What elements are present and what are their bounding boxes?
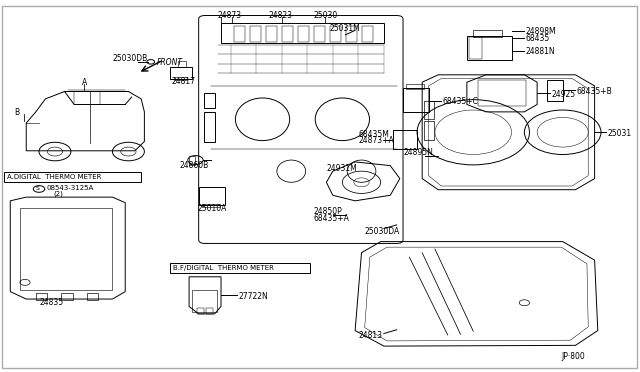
Text: B.F/DIGITAL  THERMO METER: B.F/DIGITAL THERMO METER xyxy=(173,265,274,271)
Bar xyxy=(403,88,429,112)
Bar xyxy=(467,36,511,60)
Text: 68435M: 68435M xyxy=(358,130,389,140)
Text: 24813: 24813 xyxy=(358,331,382,340)
Bar xyxy=(266,26,277,42)
Text: 24931M: 24931M xyxy=(326,164,357,173)
Bar xyxy=(170,67,192,78)
Text: 24898M: 24898M xyxy=(525,27,556,36)
Bar xyxy=(174,77,187,80)
Text: 24860B: 24860B xyxy=(179,161,209,170)
Text: 24823: 24823 xyxy=(269,11,293,20)
Bar xyxy=(202,204,220,208)
Text: 24925: 24925 xyxy=(551,90,575,99)
Bar xyxy=(4,172,141,182)
Bar xyxy=(478,80,526,106)
Text: 24835: 24835 xyxy=(39,298,63,307)
Bar xyxy=(198,187,225,205)
Text: 68435+A: 68435+A xyxy=(314,214,349,223)
Text: 24817: 24817 xyxy=(172,77,196,86)
Text: 24873+A: 24873+A xyxy=(358,136,394,145)
Text: S: S xyxy=(35,186,39,192)
Text: JP·800: JP·800 xyxy=(561,352,585,361)
Bar xyxy=(87,293,99,300)
Bar xyxy=(192,290,216,312)
Bar xyxy=(547,80,563,101)
Bar xyxy=(61,293,73,300)
Bar xyxy=(424,121,434,140)
Bar xyxy=(170,263,310,273)
Bar xyxy=(468,37,481,59)
Text: 25030: 25030 xyxy=(314,11,338,20)
Text: A.DIGITAL  THERMO METER: A.DIGITAL THERMO METER xyxy=(7,174,102,180)
Bar xyxy=(20,208,113,290)
Text: 25031M: 25031M xyxy=(330,24,360,33)
Bar xyxy=(189,155,195,164)
Bar xyxy=(197,308,204,314)
Text: 68435+C: 68435+C xyxy=(443,97,479,106)
Bar xyxy=(36,293,47,300)
Text: 24873: 24873 xyxy=(218,11,242,20)
Bar xyxy=(473,30,502,37)
Bar xyxy=(221,23,384,43)
Text: 25030DB: 25030DB xyxy=(113,54,148,62)
Text: 24850P: 24850P xyxy=(314,208,342,217)
Bar xyxy=(424,101,434,119)
Text: 68435+B: 68435+B xyxy=(577,87,612,96)
Bar xyxy=(204,93,215,108)
Bar xyxy=(178,61,186,67)
Text: 24881N: 24881N xyxy=(525,47,556,56)
Bar xyxy=(346,26,357,42)
Bar xyxy=(206,308,212,314)
Bar xyxy=(282,26,293,42)
Text: 25031: 25031 xyxy=(607,128,632,138)
Bar xyxy=(362,26,373,42)
Bar xyxy=(393,131,417,149)
Bar xyxy=(250,26,261,42)
Bar xyxy=(234,26,245,42)
Text: A: A xyxy=(82,78,87,87)
Text: 25010A: 25010A xyxy=(197,205,227,214)
Text: 27722N: 27722N xyxy=(238,292,268,301)
Text: 68435: 68435 xyxy=(525,34,550,43)
Text: FRONT: FRONT xyxy=(157,58,183,67)
Text: 08543-3125A: 08543-3125A xyxy=(47,185,94,191)
Bar xyxy=(330,26,341,42)
Text: (2): (2) xyxy=(53,190,63,197)
Bar xyxy=(314,26,325,42)
Text: B: B xyxy=(15,108,20,117)
Text: 24895N: 24895N xyxy=(403,148,433,157)
Bar xyxy=(406,84,424,89)
Text: 25030DA: 25030DA xyxy=(365,227,400,236)
Bar xyxy=(298,26,309,42)
Bar xyxy=(204,112,215,141)
